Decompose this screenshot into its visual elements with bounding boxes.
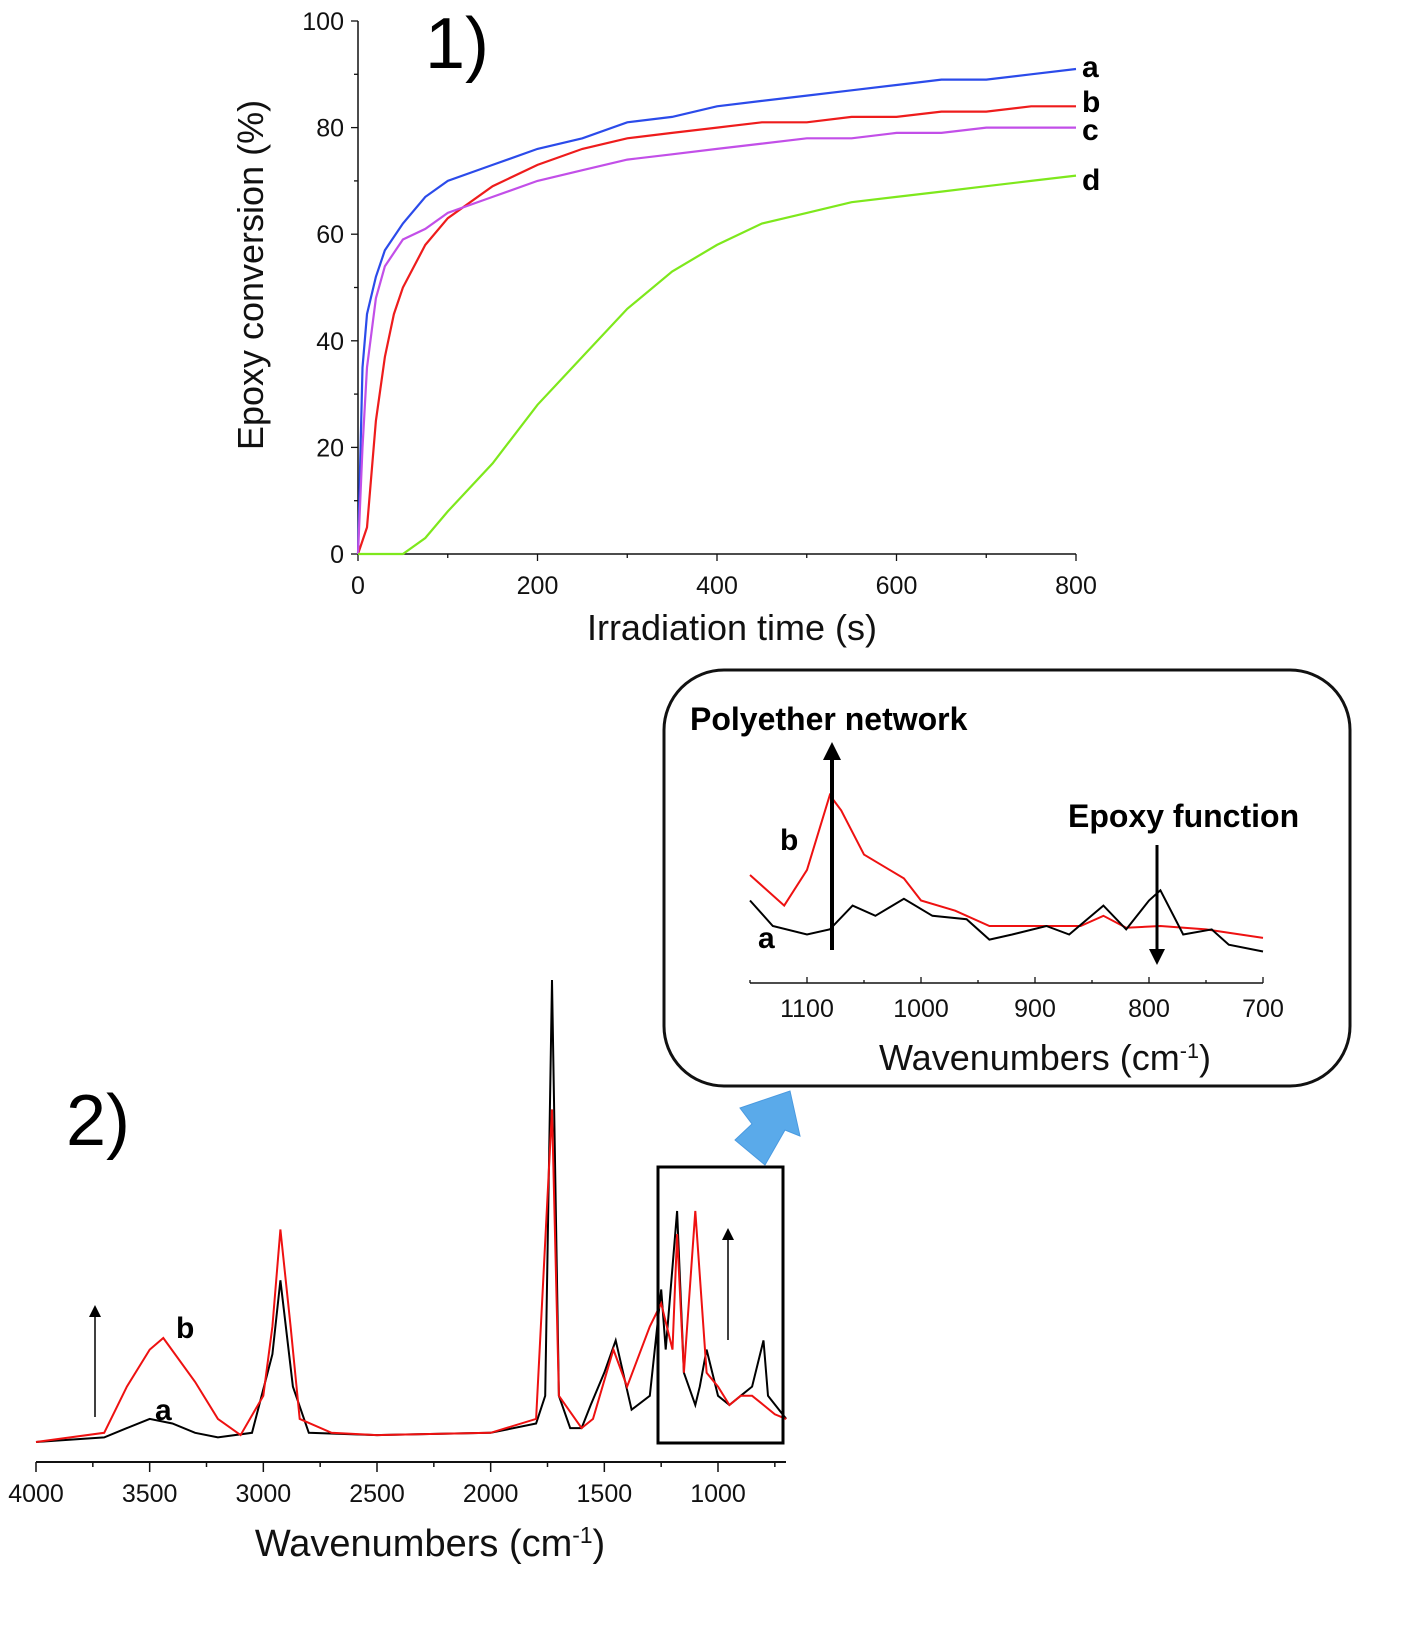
series-line-d <box>358 174 1077 556</box>
ir-spectrum-chart: 2) 4000 3500 3000 2500 2000 1500 1000 Wavenumber… <box>8 979 801 1565</box>
series-label-b: b <box>1082 86 1100 119</box>
x-tick-label: 1500 <box>577 1480 633 1508</box>
polyether-increase-arrow-head <box>823 742 841 760</box>
x-axis-title-sup: -1 <box>1180 1038 1199 1063</box>
x-axis-title-sup: -1 <box>572 1522 592 1548</box>
x-axis-title-main: Wavenumbers (cm <box>879 1037 1180 1078</box>
series-label-a: a <box>155 1394 172 1427</box>
x-tick-label: 900 <box>1014 995 1056 1023</box>
x-tick-label: 0 <box>351 572 365 600</box>
x-tick-label: 200 <box>517 572 559 600</box>
x-tick-label: 3000 <box>236 1480 292 1508</box>
y-tick-label: 100 <box>302 8 344 36</box>
x-tick-label: 800 <box>1055 572 1097 600</box>
x-tick-label: 3500 <box>122 1480 178 1508</box>
series-line-b <box>749 792 1264 939</box>
x-tick-label: 600 <box>876 572 918 600</box>
y-tick-label: 80 <box>316 115 344 143</box>
x-tick-label: 700 <box>1242 995 1284 1023</box>
y-tick-label: 20 <box>316 434 344 462</box>
series-label-a: a <box>758 922 775 955</box>
y-tick-label: 60 <box>316 221 344 249</box>
x-axis-title-close: ) <box>1199 1037 1211 1078</box>
series-line-a <box>749 888 1264 953</box>
x-tick-label: 2000 <box>463 1480 519 1508</box>
series-line-a <box>356 67 1077 555</box>
x-axis-title: Wavenumbers (cm-1) <box>255 1522 605 1565</box>
series-line-b <box>35 1109 787 1443</box>
x-tick-label: 400 <box>696 572 738 600</box>
ir-inset-chart: 1100 1000 900 800 700 Wavenumbers (cm-1) Polye… <box>662 668 1352 1088</box>
y-axis-title: Epoxy conversion (%) <box>230 100 271 450</box>
increase-arrow-oh-head <box>89 1305 101 1317</box>
series-label-c: c <box>1082 114 1099 147</box>
series-label-b: b <box>780 824 798 857</box>
series-label-b: b <box>176 1312 194 1345</box>
increase-arrow-ether-head <box>722 1228 734 1240</box>
conversion-chart: 1) 0 20 40 60 80 100 0 200 400 600 800 Irradiation t… <box>230 4 1100 648</box>
panel-label-1: 1) <box>425 4 489 84</box>
x-tick-label: 1100 <box>780 995 834 1023</box>
panel-label-2: 2) <box>66 1081 130 1161</box>
x-tick-label: 800 <box>1128 995 1170 1023</box>
x-tick-label: 1000 <box>690 1480 746 1508</box>
polyether-network-label: Polyether network <box>690 701 968 737</box>
zoom-arrow <box>734 1090 801 1166</box>
series-label-d: d <box>1082 164 1100 197</box>
epoxy-decrease-arrow-head <box>1149 949 1165 965</box>
x-axis-title: Wavenumbers (cm-1) <box>879 1037 1211 1078</box>
series-line-c <box>356 126 1076 555</box>
inset-frame <box>662 668 1352 1088</box>
x-tick-label: 2500 <box>349 1480 405 1508</box>
y-tick-label: 40 <box>316 328 344 356</box>
series-line-b <box>356 105 1076 555</box>
x-axis-title-main: Wavenumbers (cm <box>255 1523 572 1565</box>
x-tick-label: 4000 <box>8 1480 64 1508</box>
zoom-region-box <box>656 1165 785 1445</box>
series-label-a: a <box>1082 51 1099 84</box>
y-tick-label: 0 <box>330 541 344 569</box>
x-axis-title: Irradiation time (s) <box>587 607 877 648</box>
epoxy-function-label: Epoxy function <box>1068 798 1299 834</box>
x-axis-title-close: ) <box>593 1523 606 1565</box>
x-tick-label: 1000 <box>893 995 949 1023</box>
